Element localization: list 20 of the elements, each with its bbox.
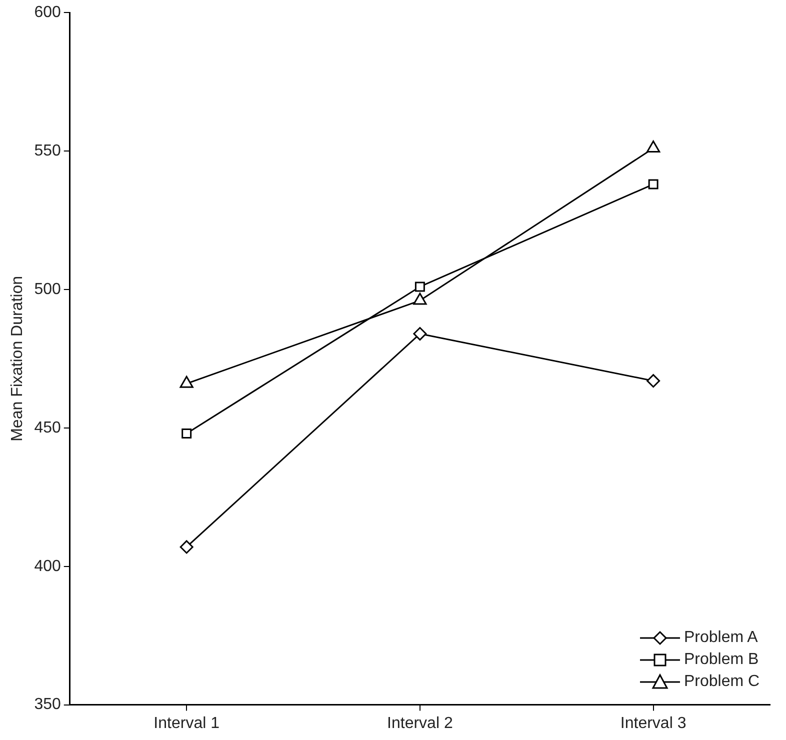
y-tick-label: 450 xyxy=(34,419,61,436)
legend-label: Problem B xyxy=(684,650,759,669)
x-tick-label: Interval 2 xyxy=(387,714,453,732)
x-tick-label: Interval 1 xyxy=(154,714,220,732)
y-axis-title: Mean Fixation Duration xyxy=(9,276,26,442)
point xyxy=(182,428,192,438)
point xyxy=(180,540,194,554)
point xyxy=(646,140,660,153)
legend-label: Problem C xyxy=(684,672,760,691)
y-tick-label: 500 xyxy=(34,280,61,298)
y-tick-label: 550 xyxy=(34,142,61,160)
point xyxy=(413,327,427,341)
x-tick-label: Interval 3 xyxy=(620,714,686,732)
point xyxy=(648,179,658,190)
point xyxy=(646,374,660,388)
point xyxy=(414,282,425,292)
y-tick-label: 400 xyxy=(34,558,61,575)
y-tick-label: 350 xyxy=(34,696,61,714)
y-tick-label: 600 xyxy=(34,4,61,22)
legend-label: Problem A xyxy=(684,628,758,647)
